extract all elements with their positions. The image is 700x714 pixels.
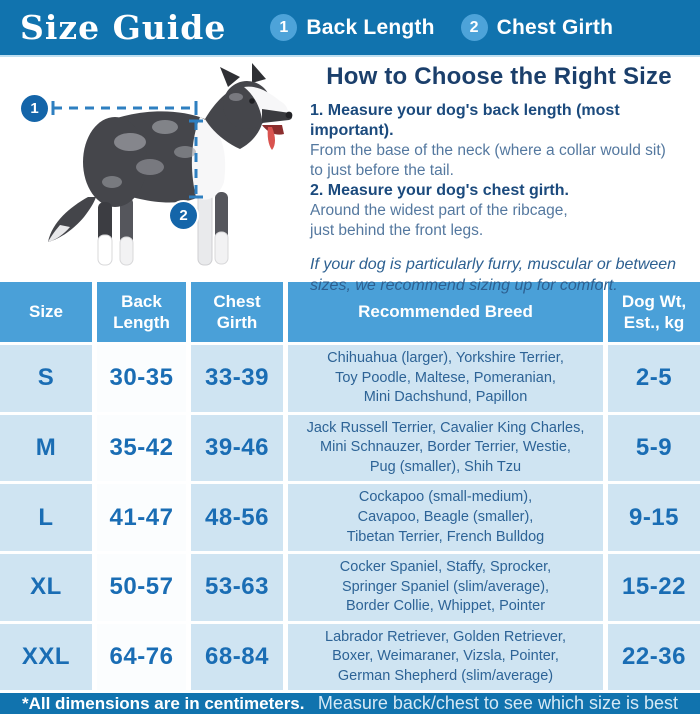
size-table: Size Back Length Chest Girth Recommended… — [0, 282, 700, 691]
measurement-lines — [51, 101, 203, 199]
row-xxl-breed: Labrador Retriever, Golden Retriever, Bo… — [288, 623, 603, 691]
row-m-size: M — [0, 414, 92, 482]
col-header-breed: Recommended Breed — [288, 282, 603, 342]
diagram-badge-back-length: 1 — [21, 95, 48, 122]
step2-heading: 2. Measure your dog's chest girth. — [310, 182, 569, 199]
diagram-badge-chest-girth: 2 — [170, 202, 197, 229]
row-m-weight: 5-9 — [608, 414, 700, 482]
col-header-weight: Dog Wt, Est., kg — [608, 282, 700, 342]
dog-illustration — [48, 63, 293, 266]
footer-measure-hint: Measure back/chest to see which size is … — [317, 693, 678, 714]
hero-section: 1 2 How to Choose the Right Size 1. Meas… — [0, 57, 700, 294]
row-m-back: 35-42 — [97, 414, 186, 482]
row-xxl-chest: 68-84 — [191, 623, 283, 691]
row-xxl-back: 64-76 — [97, 623, 186, 691]
row-s-chest: 33-39 — [191, 345, 283, 412]
legend-badge-2: 2 — [460, 14, 488, 41]
step2-detail-1: Around the widest part of the ribcage, — [310, 202, 568, 219]
footer-bar: *All dimensions are in centimeters. Meas… — [0, 693, 700, 714]
row-xl-back: 50-57 — [97, 554, 186, 621]
step2-detail-2: just behind the front legs. — [310, 222, 484, 239]
page-title: Size Guide — [20, 8, 227, 47]
row-s-weight: 2-5 — [608, 345, 700, 412]
row-s-breed: Chihuahua (larger), Yorkshire Terrier, T… — [288, 345, 603, 412]
row-l-size: L — [0, 484, 92, 552]
row-l-breed: Cockapoo (small-medium), Cavapoo, Beagle… — [288, 484, 603, 552]
row-l-chest: 48-56 — [191, 484, 283, 552]
step1-detail-1: From the base of the neck (where a colla… — [310, 142, 666, 159]
footer-dimensions-note: *All dimensions are in centimeters. — [22, 693, 305, 713]
header-bar: Size Guide 1 Back Length 2 Chest Girth — [0, 0, 700, 55]
row-m-breed: Jack Russell Terrier, Cavalier King Char… — [288, 414, 603, 482]
instructions-title: How to Choose the Right Size — [326, 63, 672, 90]
col-header-back-length: Back Length — [97, 282, 186, 342]
instructions-panel: How to Choose the Right Size 1. Measure … — [302, 63, 696, 296]
dog-photo: 1 2 — [0, 57, 300, 282]
step1-heading: 1. Measure your dog's back length (most … — [310, 102, 620, 139]
row-l-back: 41-47 — [97, 484, 186, 552]
col-header-chest-girth: Chest Girth — [191, 282, 283, 342]
col-header-size: Size — [0, 282, 92, 342]
row-xl-size: XL — [0, 554, 92, 621]
row-l-weight: 9-15 — [608, 484, 700, 552]
row-xxl-size: XXL — [0, 623, 92, 691]
row-xxl-weight: 22-36 — [608, 623, 700, 691]
sizing-note-line-1: If your dog is particularly furry, muscu… — [310, 256, 677, 273]
sizing-note: If your dog is particularly furry, muscu… — [302, 254, 696, 296]
legend-label-back-length: Back Length — [306, 15, 435, 39]
row-xl-chest: 53-63 — [191, 554, 283, 621]
legend-badge-1: 1 — [270, 14, 298, 41]
row-xl-weight: 15-22 — [608, 554, 700, 621]
legend-item-chest-girth: 2 Chest Girth — [460, 14, 614, 41]
row-s-size: S — [0, 345, 92, 412]
sizing-note-line-2: sizes, we recommend sizing up for comfor… — [310, 277, 618, 294]
step1-detail-2: to just before the tail. — [310, 162, 454, 179]
row-xl-breed: Cocker Spaniel, Staffy, Sprocker, Spring… — [288, 554, 603, 621]
row-m-chest: 39-46 — [191, 414, 283, 482]
legend-item-back-length: 1 Back Length — [270, 14, 434, 41]
legend-label-chest-girth: Chest Girth — [496, 15, 614, 39]
row-s-back: 30-35 — [97, 345, 186, 412]
header-separator — [0, 55, 700, 57]
